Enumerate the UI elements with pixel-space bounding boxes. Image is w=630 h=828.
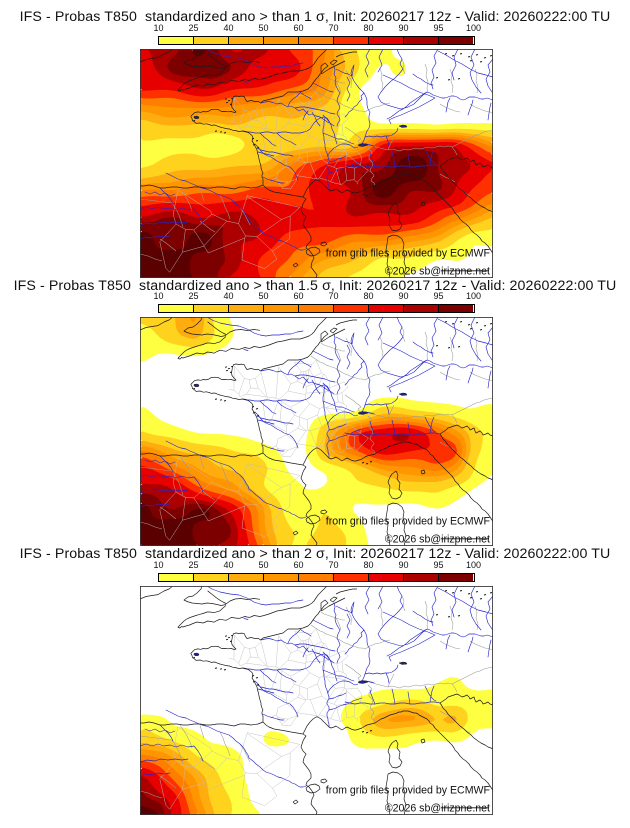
svg-text:©2026 sb@irizpne.net: ©2026 sb@irizpne.net — [385, 534, 490, 546]
svg-text:from grib files provided by EC: from grib files provided by ECMWF — [326, 784, 491, 796]
svg-text:from grib files provided by EC: from grib files provided by ECMWF — [326, 247, 491, 259]
svg-text:©2026 sb@irizpne.net: ©2026 sb@irizpne.net — [385, 802, 490, 814]
svg-text:from grib files provided by EC: from grib files provided by ECMWF — [326, 516, 491, 528]
svg-text:©2026 sb@irizpne.net: ©2026 sb@irizpne.net — [385, 265, 490, 277]
